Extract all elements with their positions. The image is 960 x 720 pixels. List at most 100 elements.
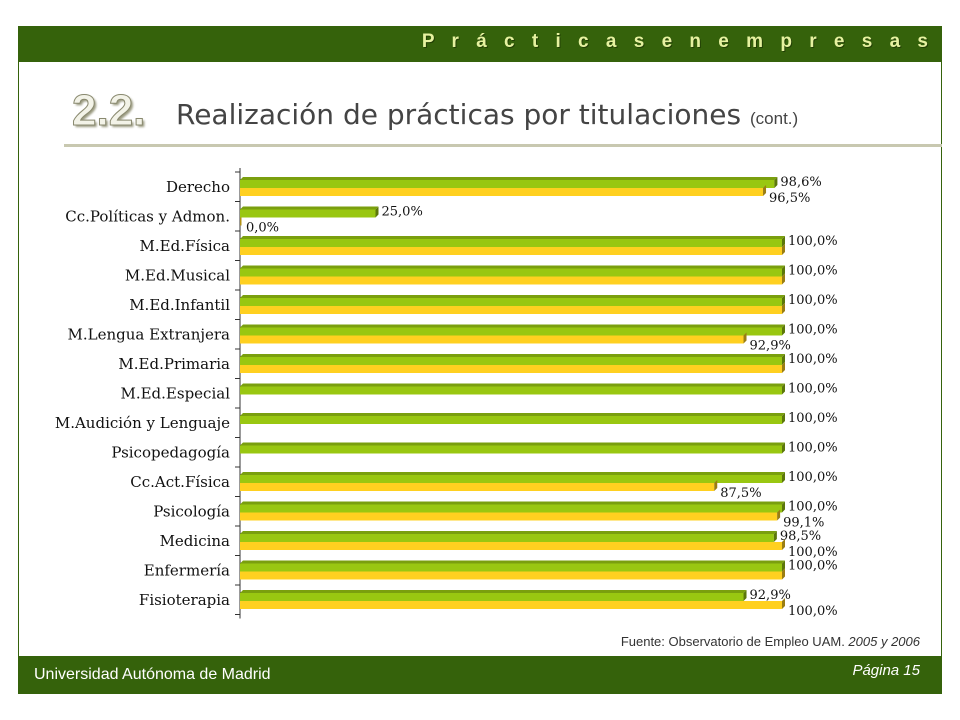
bar-end-s1 — [774, 177, 778, 188]
bar-end-s1 — [773, 531, 777, 542]
category-label: Medicina — [160, 532, 230, 550]
bar-s2 — [240, 217, 242, 226]
value-label: 100,0% — [788, 234, 838, 249]
value-label: 92,9% — [750, 339, 791, 354]
bar-end-s2 — [782, 244, 785, 255]
value-label: 100,0% — [788, 264, 838, 279]
bar-end-s1 — [782, 265, 785, 277]
bar-s1 — [240, 386, 782, 395]
section-number: 2.2. — [71, 86, 146, 136]
bar-s2 — [240, 247, 782, 255]
bar-end-s1 — [782, 442, 785, 454]
bar-end-s1 — [782, 324, 785, 336]
bar-s1 — [240, 445, 782, 454]
value-label: 100,0% — [788, 470, 838, 485]
bar-end-s2 — [782, 598, 785, 609]
bar-top-s1 — [240, 590, 747, 593]
value-label: 96,5% — [769, 191, 810, 206]
value-label: 98,6% — [780, 175, 821, 190]
bar-top-s1 — [240, 531, 777, 534]
bar-s1 — [240, 180, 775, 188]
value-label: 0,0% — [246, 221, 279, 236]
value-label: 100,0% — [788, 352, 838, 367]
bar-end-s2 — [714, 480, 718, 491]
bar-end-s1 — [782, 354, 785, 365]
bar-s1 — [240, 209, 376, 218]
bar-s1 — [240, 593, 744, 601]
bar-top-s1 — [240, 442, 785, 446]
bar-s1 — [240, 268, 782, 277]
value-label: 100,0% — [788, 293, 838, 308]
bar-s2 — [240, 542, 782, 550]
footer-page: Página 15 — [852, 662, 920, 679]
bar-end-s2 — [782, 362, 785, 373]
footer-university: Universidad Autónoma de Madrid — [34, 666, 271, 683]
category-label: M.Lengua Extranjera — [68, 326, 231, 344]
value-label: 100,0% — [788, 411, 838, 426]
bar-end-s2 — [782, 303, 785, 314]
bar-s1 — [240, 504, 782, 513]
title-rule — [64, 144, 942, 147]
bar-top-s1 — [240, 265, 785, 269]
source-note: Fuente: Observatorio de Empleo UAM. 2005… — [621, 634, 920, 649]
bar-end-s1 — [782, 383, 785, 395]
bar-end-s2 — [782, 568, 785, 580]
bar-top-s1 — [240, 501, 785, 505]
category-label: M.Ed.Musical — [125, 267, 230, 285]
bar-top-s1 — [240, 206, 379, 210]
bar-top-s1 — [240, 236, 785, 239]
category-label: Psicología — [153, 503, 230, 521]
bar-s1 — [240, 416, 782, 424]
bar-end-s1 — [782, 413, 785, 424]
bar-s1 — [240, 563, 782, 572]
category-label: M.Ed.Física — [140, 237, 231, 255]
value-label: 100,0% — [788, 559, 838, 574]
bar-s2 — [240, 188, 764, 196]
header-bar — [18, 26, 942, 62]
bar-s2 — [240, 571, 782, 580]
bar-s1 — [240, 327, 782, 336]
header-title: P r á c t i c a s e n e m p r e s a s — [421, 31, 934, 52]
category-label: M.Ed.Infantil — [129, 296, 230, 314]
bar-end-s1 — [782, 295, 785, 306]
bar-end-s1 — [375, 206, 379, 218]
bar-end-s1 — [743, 590, 747, 601]
section-title-cont: (cont.) — [750, 109, 799, 128]
bar-s1 — [240, 298, 782, 306]
bar-top-s1 — [240, 413, 785, 416]
bar-end-s2 — [782, 273, 785, 285]
value-label: 100,0% — [788, 382, 838, 397]
section-title-text: Realización de prácticas por titulacione… — [176, 98, 742, 131]
value-label: 100,0% — [788, 323, 838, 338]
value-label: 99,1% — [783, 516, 824, 531]
bar-s2 — [240, 306, 782, 314]
bar-top-s1 — [240, 383, 785, 387]
bar-top-s1 — [240, 472, 785, 475]
category-label: Derecho — [166, 178, 230, 196]
bar-top-s1 — [240, 177, 778, 180]
bar-s1 — [240, 357, 782, 365]
bar-end-s2 — [782, 539, 785, 550]
bar-end-s1 — [782, 560, 785, 572]
bar-s2 — [240, 601, 782, 609]
bar-end-s1 — [782, 501, 785, 513]
bar-end-s2 — [743, 332, 747, 344]
bar-s2 — [240, 335, 744, 344]
bar-top-s1 — [240, 324, 785, 328]
value-label: 100,0% — [788, 441, 838, 456]
value-label: 100,0% — [788, 500, 838, 515]
source-years: 2005 y 2006 — [848, 634, 920, 649]
value-label: 98,5% — [780, 529, 821, 544]
category-label: M.Audición y Lenguaje — [55, 414, 230, 432]
category-label: Cc.Políticas y Admon. — [65, 208, 230, 226]
value-label: 92,9% — [750, 588, 791, 603]
category-label: Enfermería — [144, 562, 230, 580]
category-label: Psicopedagogía — [111, 444, 230, 462]
category-label: Cc.Act.Física — [130, 473, 230, 491]
bar-end-s2 — [763, 185, 767, 196]
category-label: M.Ed.Especial — [120, 385, 230, 403]
bar-top-s1 — [240, 295, 785, 298]
bar-end-s1 — [782, 472, 785, 483]
source-text: Fuente: Observatorio de Empleo UAM. — [620, 634, 849, 649]
